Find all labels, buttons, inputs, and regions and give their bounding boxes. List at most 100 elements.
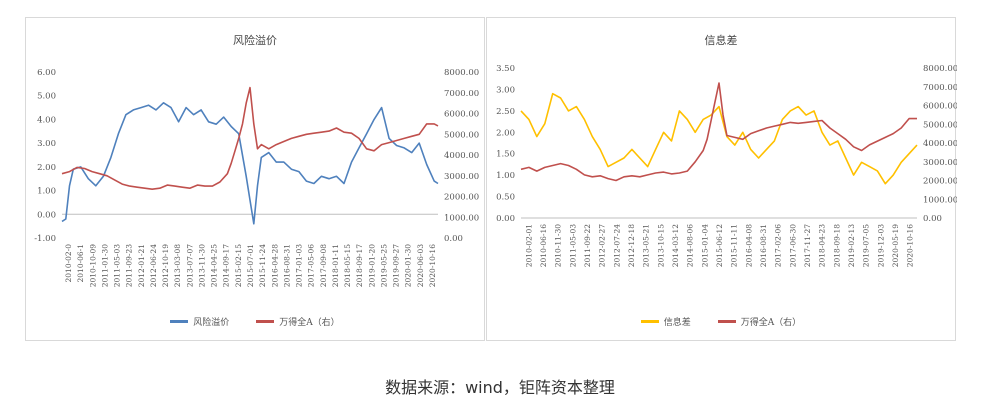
x-tick-label: 2012-02-27 bbox=[598, 224, 607, 267]
chart-panel-info-spread: 信息差 0.00 0.50 1.00 1.50 2.00 2.50 3.00 3.50 0.00… bbox=[486, 17, 957, 341]
y-tick-left: 3.50 bbox=[496, 64, 515, 74]
y-tick-left: 5.00 bbox=[37, 92, 56, 102]
y-tick-right: 0.00 bbox=[444, 234, 463, 244]
y-tick-left: -1.00 bbox=[34, 234, 56, 244]
x-tick-label: 2015-06-12 bbox=[715, 224, 724, 267]
x-tick-label: 2012-07-24 bbox=[612, 224, 621, 267]
y-tick-left: 0.00 bbox=[37, 210, 56, 220]
series-line bbox=[61, 102, 439, 225]
x-tick-label: 2016-04-28 bbox=[270, 244, 279, 287]
x-tick-label: 2013-11-30 bbox=[197, 244, 206, 287]
x-tick-label: 2020-10-16 bbox=[428, 244, 437, 287]
y-tick-left: 3.00 bbox=[37, 139, 56, 149]
legend-item-info-spread: 信息差 bbox=[640, 315, 691, 328]
chart-title: 信息差 bbox=[704, 34, 738, 47]
x-tick-label: 2011-01-30 bbox=[100, 244, 109, 287]
x-tick-label: 2012-01-21 bbox=[137, 244, 146, 287]
x-tick-label: 2015-11-24 bbox=[258, 244, 267, 287]
y-tick-right: 5000.00 bbox=[444, 130, 479, 140]
x-tick-label: 2017-11-27 bbox=[803, 224, 812, 267]
y-tick-right: 8000.00 bbox=[444, 68, 479, 78]
chart-legend: 风险溢价 万得全A（右） bbox=[26, 315, 484, 328]
x-tick-label: 2010-06-1 bbox=[76, 244, 85, 282]
x-tick-label: 2010-06-16 bbox=[539, 224, 548, 267]
x-tick-label: 2013-03-08 bbox=[173, 244, 182, 287]
y-tick-right: 1000.00 bbox=[923, 195, 957, 205]
x-tick-label: 2015-01-04 bbox=[700, 224, 709, 267]
x-tick-label: 2015-07-01 bbox=[246, 244, 255, 287]
x-tick-label: 2020-05-19 bbox=[891, 224, 900, 267]
legend-label: 风险溢价 bbox=[193, 318, 230, 328]
legend-swatch bbox=[256, 320, 275, 323]
y-tick-right: 5000.00 bbox=[923, 120, 957, 130]
x-tick-label: 2015-11-11 bbox=[730, 224, 739, 267]
y-tick-right: 6000.00 bbox=[444, 110, 479, 120]
x-tick-label: 2013-07-07 bbox=[185, 244, 194, 287]
y-tick-left: 1.00 bbox=[496, 171, 515, 181]
legend-swatch bbox=[640, 320, 659, 323]
x-tick-label: 2017-05-06 bbox=[307, 244, 316, 287]
y-tick-right: 1000.00 bbox=[444, 213, 479, 223]
x-tick-label: 2019-02-13 bbox=[847, 224, 856, 267]
legend-swatch bbox=[717, 320, 736, 323]
x-tick-label: 2014-09-17 bbox=[222, 244, 231, 287]
y-tick-right: 7000.00 bbox=[444, 89, 479, 99]
y-tick-right: 7000.00 bbox=[923, 83, 957, 93]
series-line bbox=[520, 82, 917, 182]
x-tick-label: 2018-01-11 bbox=[331, 244, 340, 287]
x-tick-label: 2020-10-16 bbox=[906, 224, 915, 267]
y-tick-left: 0.00 bbox=[496, 214, 515, 224]
x-tick-label: 2010-02-01 bbox=[524, 224, 533, 267]
x-tick-label: 2018-04-23 bbox=[818, 224, 827, 267]
y-tick-right: 2000.00 bbox=[444, 193, 479, 203]
x-tick-label: 2013-05-21 bbox=[642, 224, 651, 267]
legend-item-risk-premium: 风险溢价 bbox=[170, 315, 229, 328]
y-tick-right: 4000.00 bbox=[923, 139, 957, 149]
x-tick-label: 2014-03-12 bbox=[671, 224, 680, 267]
y-tick-left: 3.00 bbox=[496, 85, 515, 95]
y-tick-right: 2000.00 bbox=[923, 177, 957, 187]
chart-title: 风险溢价 bbox=[233, 34, 277, 47]
x-tick-label: 2010-10-09 bbox=[88, 244, 97, 287]
x-tick-label: 2017-06-30 bbox=[788, 224, 797, 267]
y-tick-right: 3000.00 bbox=[923, 158, 957, 168]
y-tick-left: 2.00 bbox=[37, 163, 56, 173]
y-tick-right: 4000.00 bbox=[444, 151, 479, 161]
source-caption: 数据来源：wind，钜阵资本整理 bbox=[385, 378, 615, 397]
x-tick-label: 2011-09-22 bbox=[583, 224, 592, 267]
legend-swatch bbox=[170, 320, 189, 323]
x-tick-label: 2016-08-31 bbox=[759, 224, 768, 267]
y-tick-right: 3000.00 bbox=[444, 172, 479, 182]
x-tick-label: 2013-10-15 bbox=[656, 224, 665, 267]
info-spread-chart: 0.00 0.50 1.00 1.50 2.00 2.50 3.00 3.50 0.00 1000… bbox=[496, 64, 957, 267]
legend-label: 信息差 bbox=[663, 318, 691, 328]
x-tick-label: 2015-02-15 bbox=[234, 244, 243, 287]
y-tick-left: 4.00 bbox=[37, 115, 56, 125]
series-line bbox=[61, 86, 439, 190]
y-tick-right: 6000.00 bbox=[923, 102, 957, 112]
x-tick-label: 2019-05-25 bbox=[379, 244, 388, 287]
x-tick-label: 2012-06-24 bbox=[149, 244, 158, 287]
x-tick-label: 2011-05-03 bbox=[113, 244, 122, 287]
x-tick-label: 2011-09-23 bbox=[125, 244, 134, 287]
x-tick-label: 2018-09-17 bbox=[355, 244, 364, 287]
x-tick-label: 2012-12-18 bbox=[627, 224, 636, 267]
legend-item-wind-a: 万得全A（右） bbox=[256, 315, 340, 328]
x-tick-label: 2018-09-18 bbox=[832, 224, 841, 267]
y-tick-right: 0.00 bbox=[923, 214, 942, 224]
x-tick-label: 2014-04-25 bbox=[210, 244, 219, 287]
x-tick-label: 2017-09-08 bbox=[319, 244, 328, 287]
y-tick-left: 2.50 bbox=[496, 107, 515, 117]
chart-panel-risk-premium: 风险溢价 -1.00 0.00 1.00 2.00 3.00 4.00 5.00 6.00 0.… bbox=[25, 17, 485, 341]
x-tick-label: 2014-08-06 bbox=[686, 224, 695, 267]
x-tick-label: 2010-02-0 bbox=[64, 244, 73, 283]
x-tick-label: 2019-07-05 bbox=[862, 224, 871, 267]
x-tick-label: 2017-01-03 bbox=[295, 244, 304, 287]
x-tick-label: 2010-11-30 bbox=[554, 224, 563, 267]
chart-legend: 信息差 万得全A（右） bbox=[487, 315, 955, 328]
series-line bbox=[520, 92, 918, 185]
x-tick-label: 2020-01-30 bbox=[404, 244, 413, 287]
x-tick-label: 2019-09-27 bbox=[392, 244, 401, 287]
risk-premium-chart: -1.00 0.00 1.00 2.00 3.00 4.00 5.00 6.00 0.00 100… bbox=[34, 68, 479, 287]
y-tick-left: 1.50 bbox=[496, 150, 515, 160]
